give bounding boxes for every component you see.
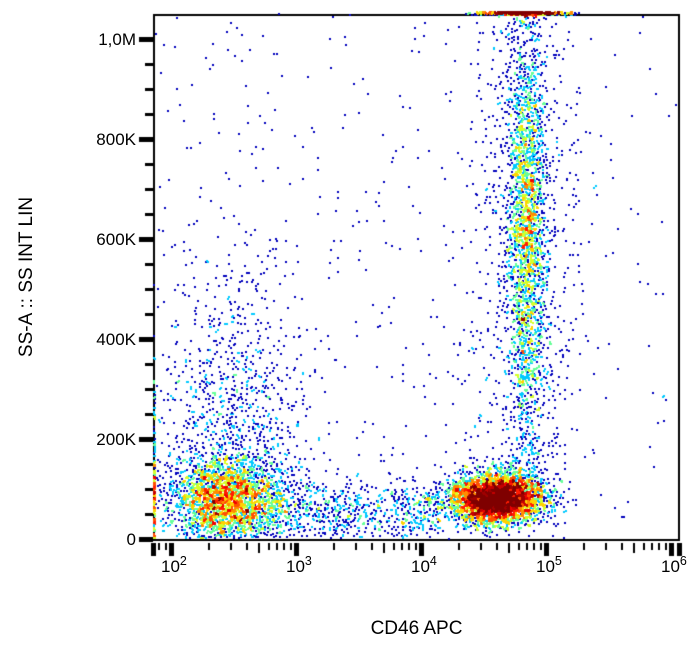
y-tick-label: 600K	[96, 230, 136, 249]
y-tick-label: 800K	[96, 130, 136, 149]
x-tick-label: 106	[661, 554, 687, 576]
y-axis-title: SS-A :: SS INT LIN	[16, 196, 37, 358]
x-tick-label: 102	[161, 554, 187, 576]
x-tick-label: 103	[286, 554, 312, 576]
y-tick-label: 0	[126, 530, 136, 549]
y-tick-label: 1,0M	[98, 30, 136, 49]
y-tick-label: 200K	[96, 430, 136, 449]
y-tick-label: 400K	[96, 330, 136, 349]
x-tick-label: 104	[411, 554, 437, 576]
x-tick-label: 105	[536, 554, 562, 576]
x-axis-title: CD46 APC	[370, 618, 463, 639]
